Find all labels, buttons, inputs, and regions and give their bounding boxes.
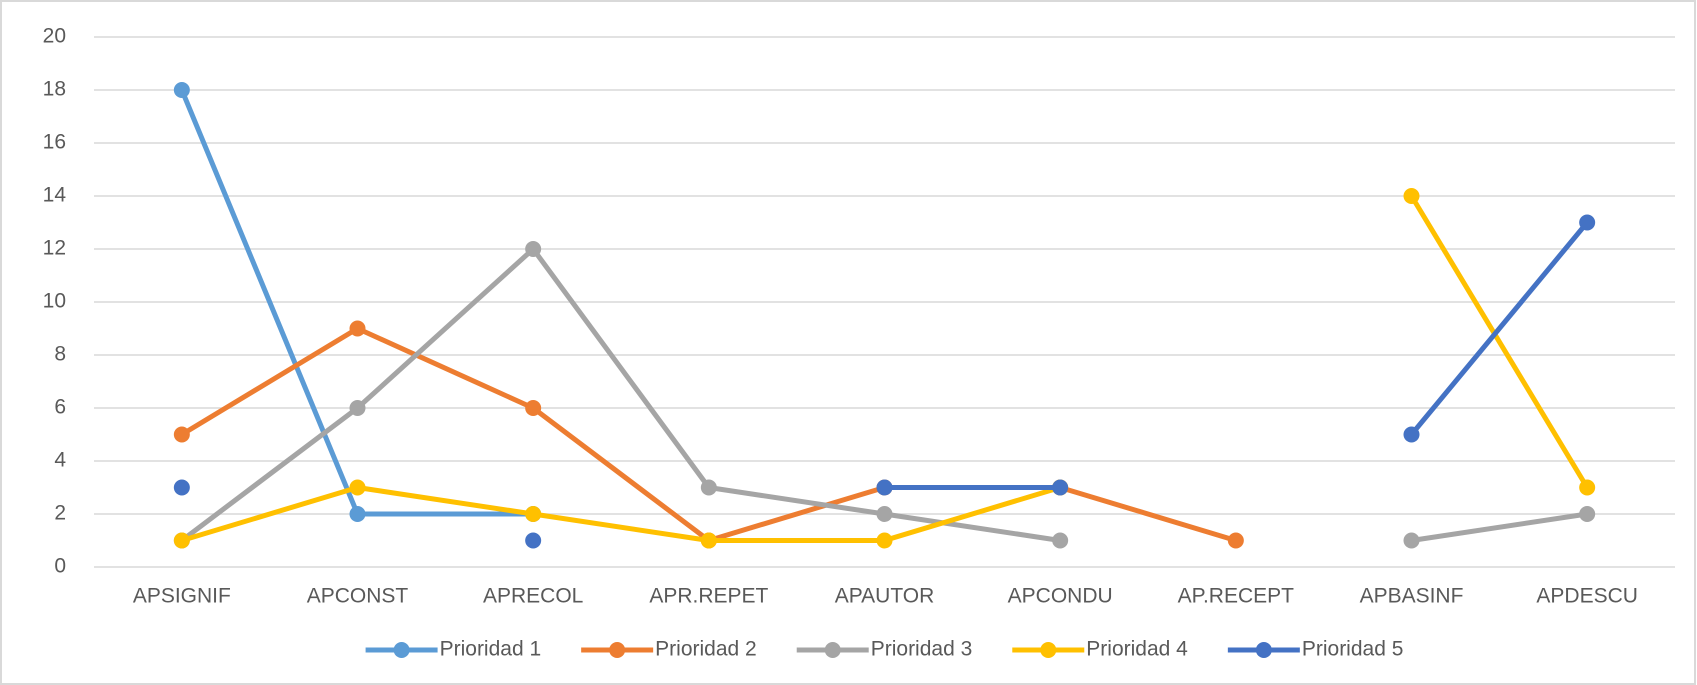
y-tick-label: 16 xyxy=(43,131,66,154)
legend-label: Prioridad 2 xyxy=(655,638,757,661)
x-tick-label: AP.RECEPT xyxy=(1178,585,1294,608)
legend-marker xyxy=(1040,642,1057,658)
legend-label: Prioridad 5 xyxy=(1302,638,1404,661)
point-marker xyxy=(1052,479,1069,496)
series-line xyxy=(181,194,1590,543)
legend-item: Prioridad 2 xyxy=(581,638,757,661)
point-marker xyxy=(525,506,542,522)
point-marker xyxy=(1403,532,1420,549)
point-marker xyxy=(1579,479,1596,496)
point-marker xyxy=(349,400,366,416)
x-tick-label: APDESCU xyxy=(1536,585,1638,608)
point-marker xyxy=(525,400,542,416)
x-tick-label: APSIGNIF xyxy=(133,585,231,608)
y-tick-label: 8 xyxy=(54,343,66,366)
point-marker xyxy=(173,479,190,496)
point-marker xyxy=(876,479,893,496)
x-tick-label: APAUTOR xyxy=(835,585,935,608)
point-marker xyxy=(173,426,190,443)
point-marker xyxy=(700,532,717,549)
series-line xyxy=(180,246,1588,543)
legend-label: Prioridad 1 xyxy=(440,638,542,661)
point-marker xyxy=(349,320,366,337)
y-tick-label: 14 xyxy=(43,184,67,207)
point-marker xyxy=(1579,506,1596,522)
legend-label: Prioridad 3 xyxy=(871,638,973,661)
y-tick-label: 6 xyxy=(54,396,66,419)
y-tick-label: 12 xyxy=(43,237,66,260)
point-marker xyxy=(1227,532,1244,549)
legend-marker xyxy=(393,642,410,658)
x-tick-label: APRECOL xyxy=(483,585,583,608)
legend-item: Prioridad 4 xyxy=(1012,638,1188,661)
point-marker xyxy=(525,532,542,549)
point-marker xyxy=(1403,188,1420,204)
x-tick-label: APR.REPET xyxy=(649,585,768,608)
point-marker xyxy=(1579,214,1596,231)
point-marker xyxy=(525,241,542,257)
point-marker xyxy=(349,506,366,522)
point-marker xyxy=(349,479,366,496)
series-line xyxy=(884,220,1590,490)
legend-marker xyxy=(824,642,841,658)
legend-label: Prioridad 4 xyxy=(1086,638,1188,661)
y-tick-label: 18 xyxy=(43,78,66,101)
y-tick-label: 4 xyxy=(54,449,66,472)
point-marker xyxy=(173,532,190,549)
legend-item: Prioridad 1 xyxy=(365,638,542,661)
legend-item: Prioridad 5 xyxy=(1227,638,1404,661)
legend-marker xyxy=(1255,642,1272,658)
point-marker xyxy=(1403,426,1420,443)
point-marker xyxy=(876,532,893,549)
x-tick-label: APCONST xyxy=(307,585,409,608)
y-tick-label: 20 xyxy=(43,25,66,48)
legend-item: Prioridad 3 xyxy=(796,638,973,661)
y-tick-label: 10 xyxy=(43,290,66,313)
y-tick-label: 0 xyxy=(54,555,66,578)
point-marker xyxy=(173,82,190,98)
point-marker xyxy=(876,506,893,522)
point-marker xyxy=(700,479,717,496)
x-tick-label: APBASINF xyxy=(1360,585,1464,608)
x-tick-label: APCONDU xyxy=(1008,585,1113,608)
y-tick-label: 2 xyxy=(54,502,66,525)
point-marker xyxy=(1052,532,1069,549)
legend-marker xyxy=(609,642,626,658)
